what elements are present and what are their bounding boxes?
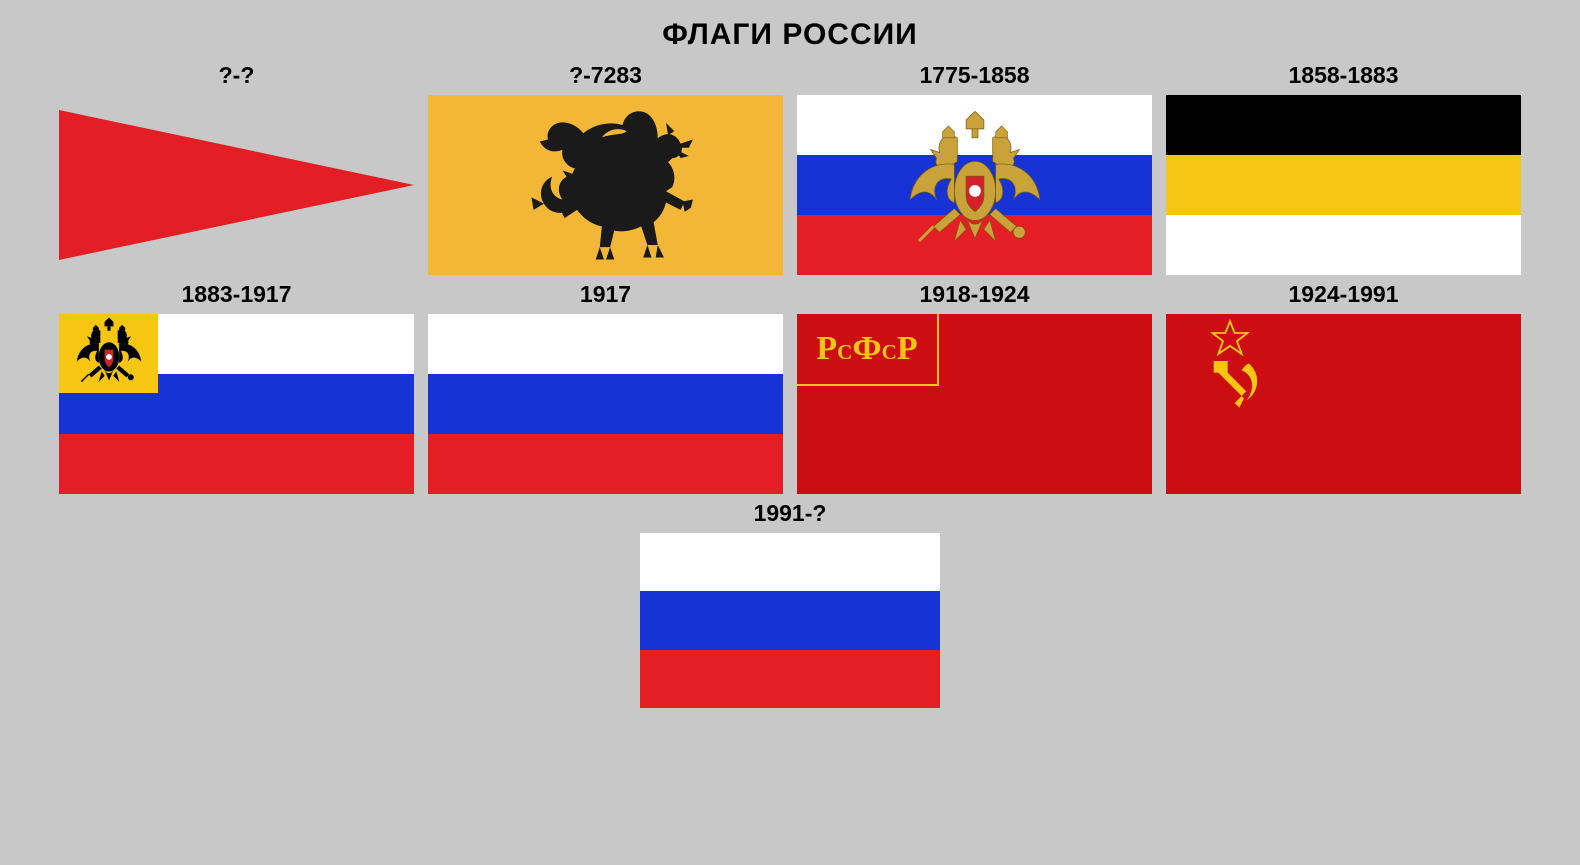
flag-cell-tricolor_1991: 1991-? — [608, 500, 973, 708]
flag-cell-pennant: ?-? — [54, 62, 419, 275]
flag-label-tricolor_canton_eagle: 1883-1917 — [182, 281, 292, 308]
flag-grid: ?-? ?-7283 1775-1858 1858-1883 1883-1917 1917… — [0, 62, 1580, 714]
flag-rsfsr: РСФСР — [797, 314, 1152, 494]
flag-label-tricolor_1917: 1917 — [580, 281, 631, 308]
flag-label-ussr: 1924-1991 — [1289, 281, 1399, 308]
flag-row-1: 1883-1917 1917 1918-1924 РСФСР 1924-1991 — [0, 281, 1580, 494]
flag-pennant — [59, 110, 414, 260]
page-title: ФЛАГИ РОССИИ — [0, 0, 1580, 52]
flag-label-griffin: ?-7283 — [569, 62, 642, 89]
flag-label-rsfsr: 1918-1924 — [920, 281, 1030, 308]
flag-griffin — [428, 95, 783, 275]
flag-imperial — [1166, 95, 1521, 275]
flag-cell-tricolor_1917: 1917 — [423, 281, 788, 494]
flag-cell-griffin: ?-7283 — [423, 62, 788, 275]
flag-label-imperial: 1858-1883 — [1289, 62, 1399, 89]
flag-row-2: 1991-? — [0, 500, 1580, 708]
flag-ussr — [1166, 314, 1521, 494]
flag-cell-ussr: 1924-1991 — [1161, 281, 1526, 494]
flag-tricolor_1917 — [428, 314, 783, 494]
flag-cell-imperial: 1858-1883 — [1161, 62, 1526, 275]
flag-cell-tsar_tricolor_eagle: 1775-1858 — [792, 62, 1157, 275]
flag-cell-tricolor_canton_eagle: 1883-1917 — [54, 281, 419, 494]
flag-row-0: ?-? ?-7283 1775-1858 1858-1883 — [0, 62, 1580, 275]
flag-tricolor_canton_eagle — [59, 314, 414, 494]
flag-label-tsar_tricolor_eagle: 1775-1858 — [920, 62, 1030, 89]
flag-label-tricolor_1991: 1991-? — [754, 500, 827, 527]
flag-tsar_tricolor_eagle — [797, 95, 1152, 275]
flag-label-pennant: ?-? — [219, 62, 255, 89]
flag-tricolor_1991 — [640, 533, 940, 708]
flag-cell-rsfsr: 1918-1924 РСФСР — [792, 281, 1157, 494]
